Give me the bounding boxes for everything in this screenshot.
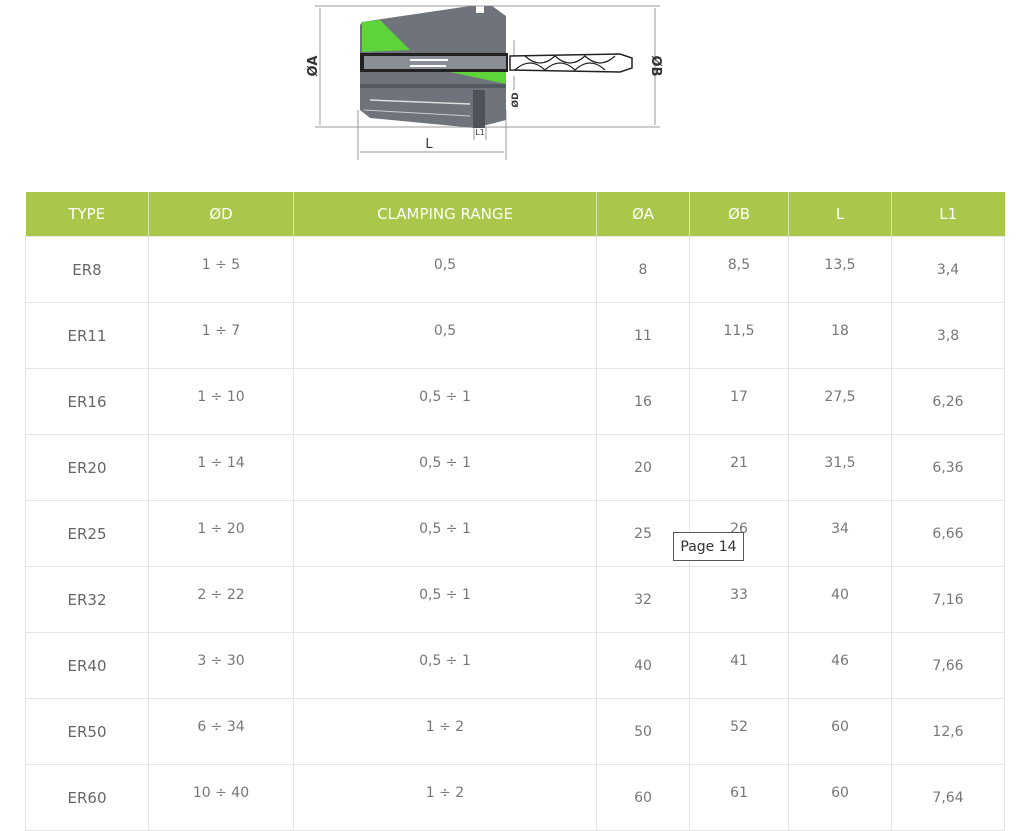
cell-type: ER60 (25, 764, 149, 831)
cell-length-l: 60 (788, 764, 892, 831)
cell-clamping-range: 0,5 ÷ 1 (293, 500, 597, 567)
cell-type: ER32 (25, 566, 149, 633)
cell-type: ER40 (25, 632, 149, 699)
cell-diameter-a: 50 (596, 698, 690, 765)
cell-length-l: 40 (788, 566, 892, 633)
cell-clamping-range: 0,5 ÷ 1 (293, 632, 597, 699)
header-diameter-a: ØA (596, 192, 690, 237)
dimension-label-l: L (425, 137, 433, 152)
cell-diameter-b: 33 (689, 566, 789, 633)
cell-clamping-range: 0,5 (293, 236, 597, 303)
cell-diameter-b: 11,5 (689, 302, 789, 369)
collet-diagram: ØA ØB ØD L L1 (306, 5, 663, 160)
table-row: ER25 1 ÷ 20 0,5 ÷ 1 25 26 34 6,66 (25, 500, 1005, 567)
cell-type: ER11 (25, 302, 149, 369)
cell-length-l: 13,5 (788, 236, 892, 303)
cell-diameter-a: 60 (596, 764, 690, 831)
cell-length-l: 31,5 (788, 434, 892, 501)
cell-length-l1: 6,26 (891, 368, 1005, 435)
cell-diameter-d: 6 ÷ 34 (148, 698, 294, 765)
table-row: ER32 2 ÷ 22 0,5 ÷ 1 32 33 40 7,16 (25, 566, 1005, 633)
cell-type: ER20 (25, 434, 149, 501)
table-row: ER20 1 ÷ 14 0,5 ÷ 1 20 21 31,5 6,36 (25, 434, 1005, 501)
cell-length-l: 46 (788, 632, 892, 699)
cell-diameter-a: 8 (596, 236, 690, 303)
cell-length-l: 18 (788, 302, 892, 369)
cell-diameter-a: 11 (596, 302, 690, 369)
cell-diameter-b: 52 (689, 698, 789, 765)
cell-clamping-range: 0,5 (293, 302, 597, 369)
cell-diameter-d: 1 ÷ 14 (148, 434, 294, 501)
cell-clamping-range: 0,5 ÷ 1 (293, 566, 597, 633)
cell-diameter-a: 32 (596, 566, 690, 633)
cell-length-l: 60 (788, 698, 892, 765)
cell-diameter-a: 20 (596, 434, 690, 501)
header-diameter-d: ØD (148, 192, 294, 237)
cell-length-l1: 6,36 (891, 434, 1005, 501)
cell-diameter-d: 1 ÷ 5 (148, 236, 294, 303)
table-row: ER40 3 ÷ 30 0,5 ÷ 1 40 41 46 7,66 (25, 632, 1005, 699)
header-clamping-range: CLAMPING RANGE (293, 192, 597, 237)
cell-type: ER16 (25, 368, 149, 435)
cell-diameter-b: 61 (689, 764, 789, 831)
cell-clamping-range: 1 ÷ 2 (293, 698, 597, 765)
cell-clamping-range: 0,5 ÷ 1 (293, 368, 597, 435)
cell-type: ER8 (25, 236, 149, 303)
cell-length-l1: 7,64 (891, 764, 1005, 831)
header-length-l1: L1 (891, 192, 1005, 237)
cell-length-l1: 3,8 (891, 302, 1005, 369)
cell-diameter-a: 40 (596, 632, 690, 699)
page-tooltip: Page 14 (673, 532, 744, 561)
table-header-row: TYPE ØD CLAMPING RANGE ØA ØB L L1 (25, 192, 1005, 237)
collet-table: TYPE ØD CLAMPING RANGE ØA ØB L L1 ER8 1 ÷ 5 0,5 8… (25, 192, 1005, 831)
header-diameter-b: ØB (689, 192, 789, 237)
dimension-label-d: ØD (510, 92, 521, 107)
cell-diameter-d: 3 ÷ 30 (148, 632, 294, 699)
cell-diameter-d: 10 ÷ 40 (148, 764, 294, 831)
cell-diameter-b: 8,5 (689, 236, 789, 303)
cell-clamping-range: 1 ÷ 2 (293, 764, 597, 831)
table-row: ER60 10 ÷ 40 1 ÷ 2 60 61 60 7,64 (25, 764, 1005, 831)
cell-length-l1: 6,66 (891, 500, 1005, 567)
cell-length-l1: 7,66 (891, 632, 1005, 699)
cell-type: ER25 (25, 500, 149, 567)
header-type: TYPE (25, 192, 149, 237)
header-length-l: L (788, 192, 892, 237)
cell-clamping-range: 0,5 ÷ 1 (293, 434, 597, 501)
cell-type: ER50 (25, 698, 149, 765)
cell-diameter-d: 1 ÷ 7 (148, 302, 294, 369)
cell-length-l: 27,5 (788, 368, 892, 435)
table-row: ER16 1 ÷ 10 0,5 ÷ 1 16 17 27,5 6,26 (25, 368, 1005, 435)
cell-length-l1: 3,4 (891, 236, 1005, 303)
dimension-label-a: ØA (306, 56, 321, 77)
cell-length-l: 34 (788, 500, 892, 567)
cell-diameter-d: 2 ÷ 22 (148, 566, 294, 633)
dimension-label-l1: L1 (475, 128, 485, 137)
table-row: ER8 1 ÷ 5 0,5 8 8,5 13,5 3,4 (25, 236, 1005, 303)
cell-length-l1: 7,16 (891, 566, 1005, 633)
table-row: ER11 1 ÷ 7 0,5 11 11,5 18 3,8 (25, 302, 1005, 369)
table-row: ER50 6 ÷ 34 1 ÷ 2 50 52 60 12,6 (25, 698, 1005, 765)
cell-diameter-a: 16 (596, 368, 690, 435)
cell-diameter-b: 41 (689, 632, 789, 699)
cell-diameter-d: 1 ÷ 20 (148, 500, 294, 567)
cell-diameter-d: 1 ÷ 10 (148, 368, 294, 435)
cell-length-l1: 12,6 (891, 698, 1005, 765)
cell-diameter-b: 21 (689, 434, 789, 501)
dimension-label-b: ØB (648, 56, 663, 77)
cell-diameter-b: 17 (689, 368, 789, 435)
